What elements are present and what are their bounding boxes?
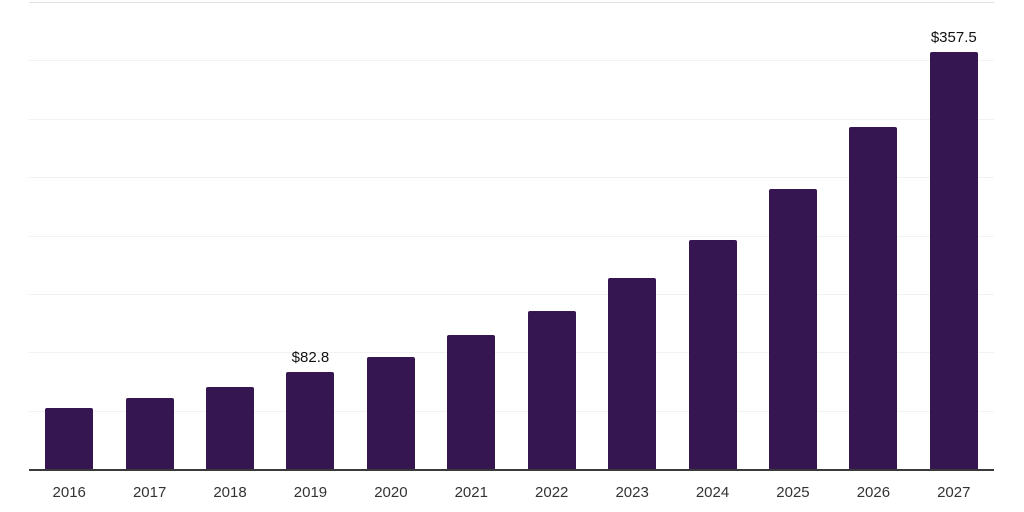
x-tick-label-2021: 2021 — [454, 484, 488, 501]
gridline-100 — [29, 352, 994, 354]
x-tick-label-2018: 2018 — [213, 484, 247, 501]
bar-2021 — [447, 335, 496, 469]
bar-2022 — [527, 310, 576, 469]
gridline-250 — [29, 177, 994, 179]
x-tick-label-2019: 2019 — [293, 484, 328, 501]
gridline-200 — [29, 235, 994, 237]
gridline-50 — [29, 410, 994, 412]
gridline-300 — [29, 118, 994, 120]
x-tick-label-2024: 2024 — [695, 484, 730, 501]
data-label-2027: $357.5 — [930, 28, 977, 46]
x-tick-label-2026: 2026 — [856, 484, 891, 501]
gridline-400 — [29, 2, 994, 3]
bar-2018 — [206, 386, 255, 469]
x-tick-label-2016: 2016 — [52, 484, 86, 501]
data-label-2019: $82.8 — [291, 349, 330, 367]
x-tick-label-2020: 2020 — [374, 484, 408, 501]
x-tick-label-2023: 2023 — [615, 484, 649, 501]
gridline-350 — [29, 60, 994, 62]
bar-2024 — [688, 240, 737, 469]
bar-2017 — [125, 397, 174, 469]
bar-2023 — [608, 278, 657, 469]
bar-2026 — [849, 126, 898, 469]
x-tick-label-2025: 2025 — [776, 484, 810, 501]
plot-area: $82.8 $357.5 — [29, 2, 994, 471]
bar-2025 — [768, 189, 817, 469]
bar-2027 — [929, 51, 978, 469]
bar-2016 — [45, 408, 94, 469]
x-tick-label-2022: 2022 — [535, 484, 569, 501]
x-tick-label-2017: 2017 — [132, 484, 167, 501]
bar-2019 — [286, 372, 335, 469]
x-axis: 2016 2017 2018 2019 2020 2021 2022 2023 2024 2025… — [29, 484, 994, 504]
gridline-150 — [29, 293, 994, 295]
x-tick-label-2027: 2027 — [937, 484, 971, 501]
bar-2020 — [366, 356, 415, 469]
